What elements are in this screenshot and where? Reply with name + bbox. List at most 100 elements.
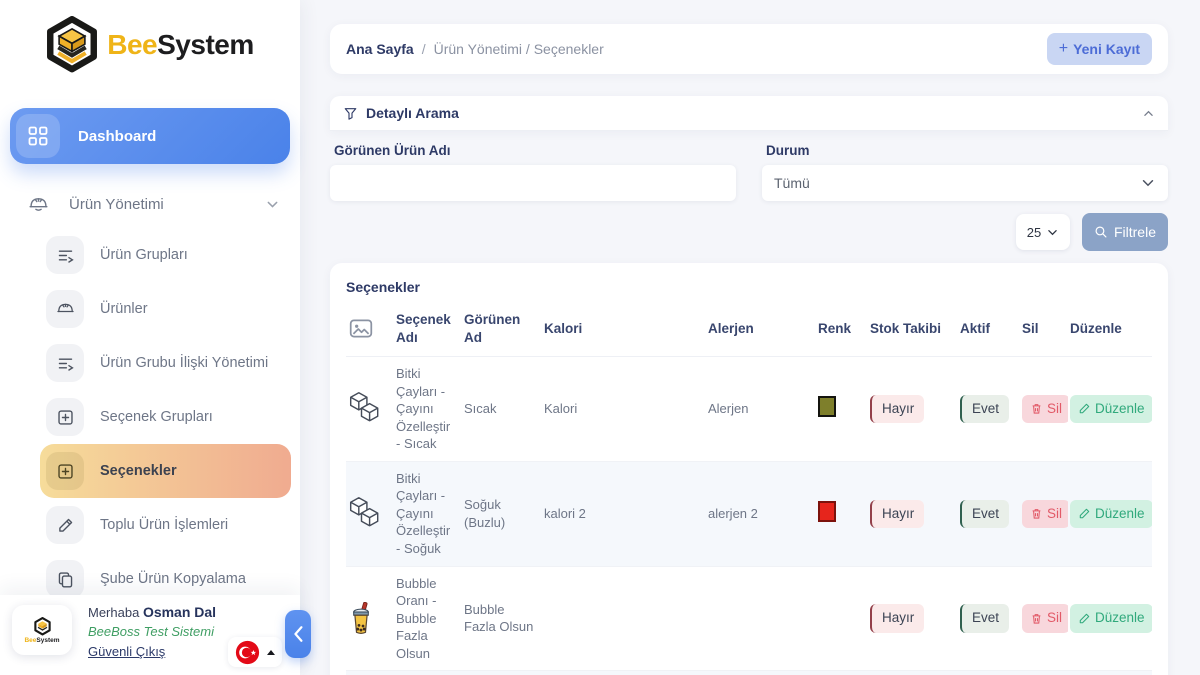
language-selector[interactable]: [228, 637, 282, 667]
chevron-down-icon: [1140, 175, 1156, 191]
playlist-icon: [46, 236, 84, 274]
sidebar-item-label: Ürün Grubu İlişki Yönetimi: [100, 355, 269, 371]
sidebar-item-label: Ürün Grupları: [100, 247, 188, 263]
sidebar-item-urunler[interactable]: Ürünler: [40, 282, 291, 336]
delete-button[interactable]: Sil: [1022, 499, 1068, 528]
sidebar-group-label: Ürün Yönetimi: [69, 195, 164, 213]
chevron-up-icon[interactable]: [1142, 107, 1155, 120]
col-header-stock: Stok Takibi: [868, 303, 958, 358]
sidebar-item-urun-gruplari[interactable]: Ürün Grupları: [40, 228, 291, 282]
cell-name: Bubble Oranı - Bubble Fazla Olsun: [394, 566, 462, 672]
stock-badge: Hayır: [870, 604, 925, 633]
cell-calorie: kalori 2: [542, 461, 706, 567]
chevron-down-icon[interactable]: [265, 197, 280, 212]
delete-button[interactable]: Sil: [1022, 604, 1068, 633]
table-row: Bitki Çayları - Çayını Özelleştir - Sıca…: [346, 356, 1152, 462]
breadcrumb-home-link[interactable]: Ana Sayfa: [346, 41, 414, 57]
cubes-icon: [348, 496, 388, 532]
cubes-icon: [348, 391, 388, 427]
picture-icon: [348, 316, 388, 342]
brand-text: BeeSystem: [107, 29, 254, 61]
brand-text-small: BeeSystem: [24, 636, 60, 644]
caret-up-icon: [267, 649, 275, 655]
col-header-color: Renk: [816, 303, 868, 358]
grid-icon: [16, 114, 60, 158]
sidebar-item-label: Şube Ürün Kopyalama: [100, 571, 246, 587]
copy-icon: [46, 560, 84, 598]
chevron-left-icon: [294, 626, 303, 642]
col-header-edit: Düzenle: [1068, 303, 1152, 358]
user-greeting: Merhaba Osman Dal: [88, 604, 217, 620]
sidebar-item-urun-yonetimi[interactable]: Ürün Yönetimi: [0, 180, 300, 228]
table-row: Bitki Çayları - Çayını Özelleştir - Soğu…: [346, 461, 1152, 567]
filter-button-label: Filtrele: [1113, 224, 1156, 240]
col-header-active: Aktif: [958, 303, 1020, 358]
cell-allergen: Alerjen: [706, 356, 816, 462]
table-title: Seçenekler: [346, 279, 420, 295]
user-name: Osman Dal: [142, 604, 217, 620]
sidebar-item-label: Seçenek Grupları: [100, 409, 213, 425]
page-size-select[interactable]: 25: [1015, 214, 1070, 250]
sidebar-item-label: Toplu Ürün İşlemleri: [100, 517, 229, 533]
col-header-display: Görünen Ad: [462, 303, 542, 358]
main-content: Ana Sayfa / Ürün Yönetimi / Seçenekler +…: [300, 0, 1200, 675]
cell-allergen: [706, 670, 816, 675]
col-header-calorie: Kalori: [542, 303, 706, 358]
stock-badge: Hayır: [870, 394, 925, 424]
col-header-name: Seçenek Adı: [394, 303, 462, 358]
edit-button[interactable]: Düzenle: [1070, 499, 1152, 528]
active-badge: Evet: [960, 604, 1010, 633]
sidebar-item-toplu-urun-islemleri[interactable]: Toplu Ürün İşlemleri: [40, 498, 291, 552]
food-icon: [46, 290, 84, 328]
stock-badge: Hayır: [870, 499, 925, 528]
pencil-icon: [1079, 508, 1090, 519]
sidebar-item-urun-grubu-iliski[interactable]: Ürün Grubu İlişki Yönetimi: [40, 336, 291, 390]
cell-display: Soğuk (Buzlu): [462, 461, 542, 567]
sidebar-item-label: Dashboard: [78, 127, 157, 145]
system-name: BeeBoss Test Sistemi: [88, 623, 214, 639]
filter-panel: Görünen Ürün Adı Durum Tümü: [330, 131, 1168, 201]
table-row: Bubble Oranı - Bubble Hayır Evet Sil Düz…: [346, 670, 1152, 675]
detailed-search-header[interactable]: Detaylı Arama: [330, 96, 1168, 131]
app-logo[interactable]: BeeSystem: [0, 0, 300, 76]
cell-calorie: [542, 670, 706, 675]
trash-icon: [1032, 614, 1041, 624]
new-record-button[interactable]: + Yeni Kayıt: [1046, 33, 1152, 65]
active-badge: Evet: [960, 394, 1010, 424]
logout-link[interactable]: Güvenli Çıkış: [88, 643, 166, 659]
playlist-icon: [46, 344, 84, 382]
trash-icon: [1032, 509, 1041, 519]
cell-display: Bubble: [462, 670, 542, 675]
status-label: Durum: [766, 143, 810, 158]
cell-allergen: [706, 566, 816, 672]
cell-display: Sıcak: [462, 356, 542, 462]
sidebar-submenu: Ürün Grupları Ürünler Ürün Grubu İlişki …: [0, 228, 300, 606]
product-name-input[interactable]: [330, 165, 736, 201]
sidebar-item-secenekler[interactable]: Seçenekler: [40, 444, 291, 498]
sidebar-item-sube-urun-kopyalama[interactable]: Şube Ürün Kopyalama: [40, 552, 291, 606]
table-row: Bubble Oranı - Bubble Fazla Olsun Bubble…: [346, 566, 1152, 672]
breadcrumb-separator: /: [421, 41, 426, 57]
breadcrumb-path: Ürün Yönetimi / Seçenekler: [433, 41, 604, 57]
sidebar-item-label: Ürünler: [100, 301, 148, 317]
sidebar-item-secenek-gruplari[interactable]: Seçenek Grupları: [40, 390, 291, 444]
plus-icon: +: [1058, 40, 1069, 57]
sidebar-collapse-button[interactable]: [285, 610, 311, 658]
funnel-icon: [343, 106, 358, 121]
status-select[interactable]: Tümü: [762, 165, 1168, 201]
sidebar-item-dashboard[interactable]: Dashboard: [10, 108, 290, 164]
edit-button[interactable]: Düzenle: [1070, 394, 1152, 424]
beesystem-logo-icon: [46, 16, 98, 74]
edit-button[interactable]: Düzenle: [1070, 604, 1152, 633]
detailed-search-title: Detaylı Arama: [366, 105, 459, 121]
search-icon: [1095, 226, 1107, 238]
sidebar-item-label: Seçenekler: [100, 463, 177, 479]
cell-display: Bubble Fazla Olsun: [462, 566, 542, 672]
bubble-tea-icon: [348, 601, 388, 635]
cell-calorie: [542, 566, 706, 672]
cell-calorie: Kalori: [542, 356, 706, 462]
delete-button[interactable]: Sil: [1022, 394, 1068, 424]
avatar: BeeSystem: [12, 605, 72, 655]
filter-button[interactable]: Filtrele: [1081, 213, 1168, 251]
color-swatch: [818, 396, 836, 418]
